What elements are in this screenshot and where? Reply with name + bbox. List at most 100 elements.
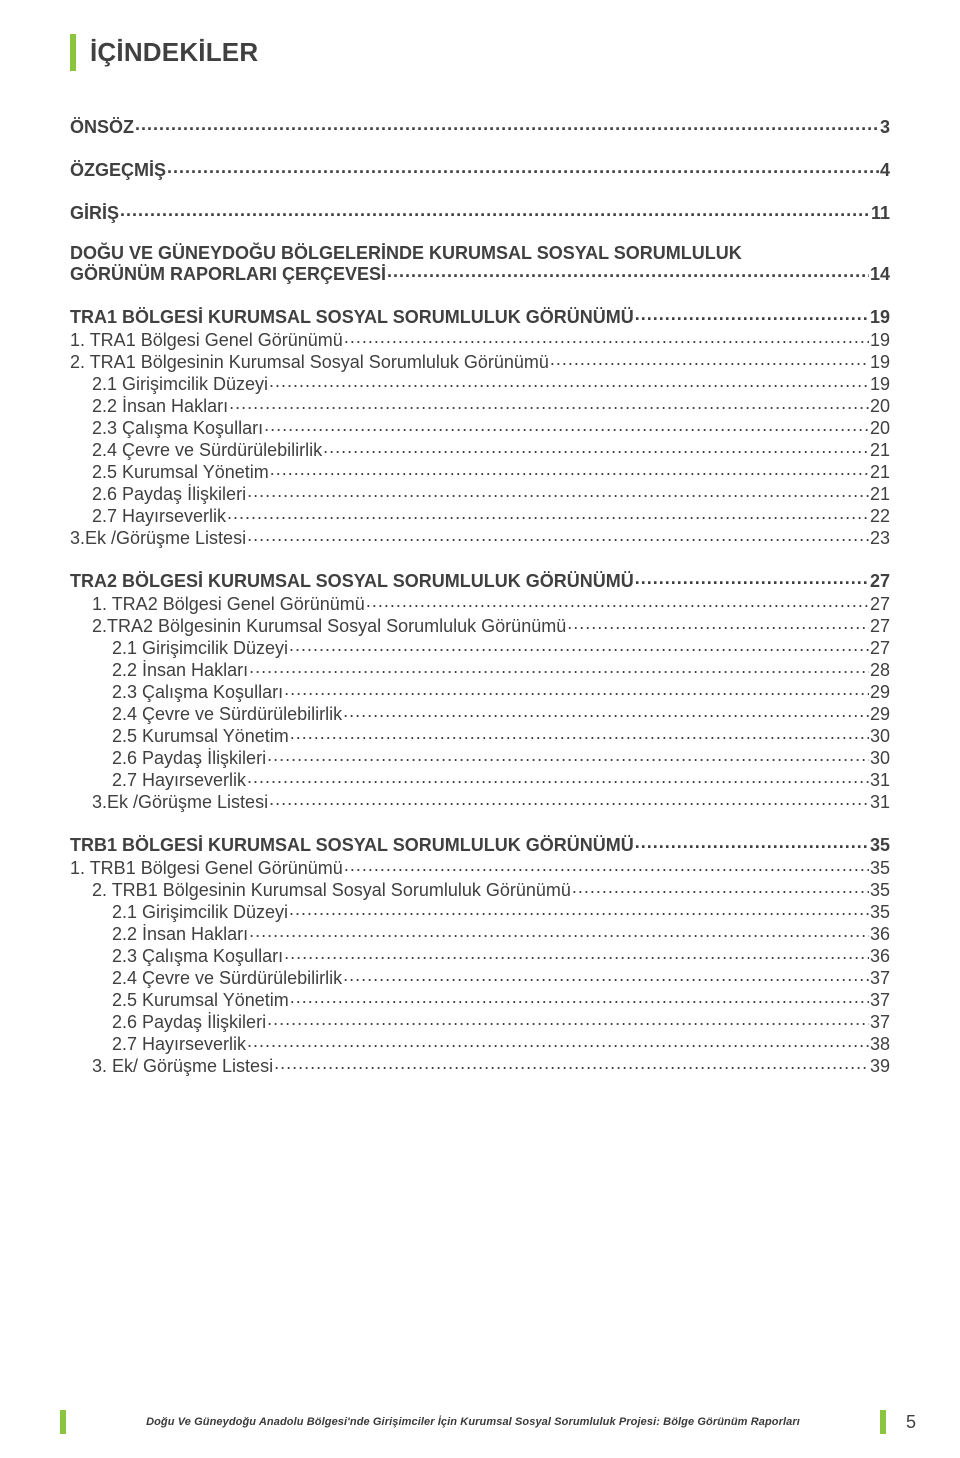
toc-entry-label: 2.5 Kurumsal Yönetim (92, 463, 269, 481)
toc-entry-label: GÖRÜNÜM RAPORLARI ÇERÇEVESİ (70, 265, 386, 283)
toc-entry: TRA1 BÖLGESİ KURUMSAL SOSYAL SORUMLULUK … (70, 305, 890, 326)
toc-entry-page: 36 (870, 925, 890, 943)
toc-entry: 2.4 Çevre ve Sürdürülebilirlik 21 (70, 438, 890, 459)
toc-entry: 2.6 Paydaş İlişkileri 30 (70, 746, 890, 767)
toc-entry-page: 29 (870, 705, 890, 723)
toc-entry: 2.1 Girişimcilik Düzeyi 35 (70, 900, 890, 921)
toc-entry-page: 20 (870, 419, 890, 437)
toc-dot-leader (572, 878, 869, 896)
toc-dot-leader (635, 305, 869, 323)
toc-entry-page: 31 (870, 793, 890, 811)
toc-dot-leader (249, 658, 869, 676)
toc-entry-label: 2. TRA1 Bölgesinin Kurumsal Sosyal Sorum… (70, 353, 549, 371)
toc-entry-page: 19 (870, 353, 890, 371)
toc-dot-leader (284, 944, 869, 962)
toc-entry: 2.7 Hayırseverlik 38 (70, 1032, 890, 1053)
toc-entry-page: 20 (870, 397, 890, 415)
toc-dot-leader (344, 328, 869, 346)
page-footer: Doğu Ve Güneydoğu Anadolu Bölgesi'nde Gi… (0, 1410, 960, 1434)
toc-entry-page: 21 (870, 463, 890, 481)
toc-entry-label: ÖNSÖZ (70, 118, 134, 136)
toc-dot-leader (135, 115, 879, 133)
toc-entry-page: 37 (870, 969, 890, 987)
toc-entry: 2.7 Hayırseverlik 31 (70, 768, 890, 789)
toc-dot-leader (249, 922, 869, 940)
toc-entry-label: 2.4 Çevre ve Sürdürülebilirlik (92, 441, 322, 459)
toc-entry-label: 2.6 Paydaş İlişkileri (112, 1013, 266, 1031)
toc-entry-label: 2.TRA2 Bölgesinin Kurumsal Sosyal Soruml… (92, 617, 566, 635)
toc-dot-leader (289, 636, 869, 654)
toc-dot-leader (289, 900, 869, 918)
toc-dot-leader (247, 526, 869, 544)
toc-dot-leader (269, 790, 869, 808)
toc-dot-leader (290, 988, 869, 1006)
toc-dot-leader (366, 592, 869, 610)
toc-entry-page: 14 (870, 265, 890, 283)
toc-entry: 3. Ek/ Görüşme Listesi 39 (70, 1054, 890, 1075)
toc-entry: ÖNSÖZ 3 (70, 115, 890, 136)
toc-dot-leader (267, 1010, 869, 1028)
table-of-contents: ÖNSÖZ 3ÖZGEÇMİŞ 4GİRİŞ 11DOĞU VE GÜNEYDO… (70, 115, 890, 1075)
toc-entry: GİRİŞ 11 (70, 201, 890, 222)
toc-entry-label: 2. TRB1 Bölgesinin Kurumsal Sosyal Sorum… (92, 881, 571, 899)
toc-entry-label: 2.4 Çevre ve Sürdürülebilirlik (112, 969, 342, 987)
toc-dot-leader (267, 746, 869, 764)
toc-entry: 2.4 Çevre ve Sürdürülebilirlik 37 (70, 966, 890, 987)
toc-entry: 2.5 Kurumsal Yönetim 30 (70, 724, 890, 745)
toc-entry-label: 2.2 İnsan Hakları (112, 925, 248, 943)
toc-entry-page: 27 (870, 639, 890, 657)
toc-dot-leader (343, 702, 869, 720)
toc-entry-page: 35 (870, 881, 890, 899)
footer-running-title: Doğu Ve Güneydoğu Anadolu Bölgesi'nde Gi… (66, 1416, 880, 1428)
toc-entry-page: 21 (870, 441, 890, 459)
toc-entry: TRB1 BÖLGESİ KURUMSAL SOSYAL SORUMLULUK … (70, 833, 890, 854)
toc-dot-leader (269, 372, 869, 390)
toc-entry: 2.7 Hayırseverlik 22 (70, 504, 890, 525)
toc-entry-label: GİRİŞ (70, 204, 119, 222)
toc-entry-label: ÖZGEÇMİŞ (70, 161, 166, 179)
toc-entry-page: 28 (870, 661, 890, 679)
page-content: İÇİNDEKİLER ÖNSÖZ 3ÖZGEÇMİŞ 4GİRİŞ 11DOĞ… (70, 34, 890, 1076)
toc-entry-label: 2.5 Kurumsal Yönetim (112, 991, 289, 1009)
toc-dot-leader (247, 768, 869, 786)
toc-entry-page: 35 (870, 903, 890, 921)
toc-dot-leader (120, 201, 870, 219)
toc-entry-page: 37 (870, 1013, 890, 1031)
toc-dot-leader (274, 1054, 869, 1072)
title-accent-rule (70, 34, 76, 71)
toc-dot-leader (635, 833, 869, 851)
toc-dot-leader (387, 262, 869, 280)
toc-entry: 2. TRB1 Bölgesinin Kurumsal Sosyal Sorum… (70, 878, 890, 899)
toc-dot-leader (227, 504, 869, 522)
toc-entry-page: 23 (870, 529, 890, 547)
toc-entry-page: 35 (870, 836, 890, 854)
toc-entry-page: 19 (870, 308, 890, 326)
toc-entry-page: 38 (870, 1035, 890, 1053)
toc-entry-label: 2.3 Çalışma Koşulları (112, 683, 283, 701)
toc-entry-page: 29 (870, 683, 890, 701)
toc-entry-label: TRB1 BÖLGESİ KURUMSAL SOSYAL SORUMLULUK … (70, 836, 634, 854)
toc-entry: 2.2 İnsan Hakları 36 (70, 922, 890, 943)
toc-entry-label: 2.6 Paydaş İlişkileri (112, 749, 266, 767)
toc-dot-leader (635, 569, 869, 587)
toc-entry-label: 3.Ek /Görüşme Listesi (70, 529, 246, 547)
toc-entry-label: 2.7 Hayırseverlik (112, 771, 246, 789)
toc-entry: 2.5 Kurumsal Yönetim 37 (70, 988, 890, 1009)
page-title-block: İÇİNDEKİLER (70, 34, 890, 71)
toc-entry-label: 2.4 Çevre ve Sürdürülebilirlik (112, 705, 342, 723)
toc-entry-page: 31 (870, 771, 890, 789)
toc-entry-label: 2.5 Kurumsal Yönetim (112, 727, 289, 745)
toc-dot-leader (247, 1032, 869, 1050)
toc-entry: 2.2 İnsan Hakları 28 (70, 658, 890, 679)
toc-dot-leader (167, 158, 879, 176)
toc-entry: 2.3 Çalışma Koşulları 36 (70, 944, 890, 965)
toc-dot-leader (344, 856, 869, 874)
toc-entry-label: 2.7 Hayırseverlik (92, 507, 226, 525)
toc-entry-label: 2.6 Paydaş İlişkileri (92, 485, 246, 503)
toc-entry-label: TRA2 BÖLGESİ KURUMSAL SOSYAL SORUMLULUK … (70, 572, 634, 590)
toc-entry-label: 2.1 Girişimcilik Düzeyi (92, 375, 268, 393)
toc-entry-page: 37 (870, 991, 890, 1009)
toc-entry-page: 39 (870, 1057, 890, 1075)
toc-dot-leader (270, 460, 869, 478)
toc-dot-leader (343, 966, 869, 984)
